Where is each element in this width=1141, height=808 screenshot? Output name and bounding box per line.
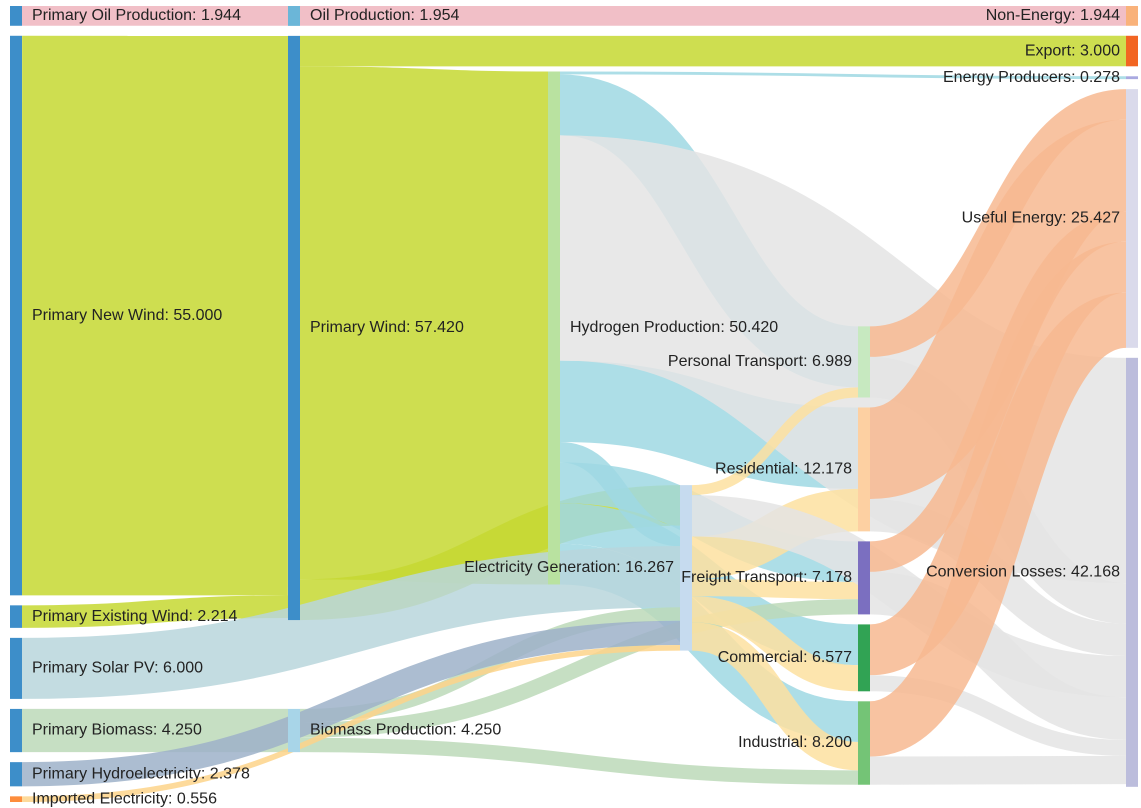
node xyxy=(10,6,22,26)
link xyxy=(869,755,1127,785)
node-label: Useful Energy: 25.427 xyxy=(962,210,1120,227)
node xyxy=(10,637,22,699)
links xyxy=(21,5,1131,803)
node-label: Electricity Generation: 16.267 xyxy=(464,559,674,576)
link xyxy=(691,579,859,600)
node-label: Non-Energy: 1.944 xyxy=(986,7,1120,24)
node-label: Primary Wind: 57.420 xyxy=(310,319,464,336)
nodes xyxy=(10,6,1138,802)
link xyxy=(299,66,549,585)
node-label: Oil Production: 1.954 xyxy=(310,7,460,24)
node xyxy=(680,485,692,651)
link xyxy=(21,644,681,803)
node-label: Imported Electricity: 0.556 xyxy=(32,790,217,807)
link xyxy=(299,737,859,785)
node xyxy=(10,35,22,596)
node xyxy=(858,541,870,615)
node-label: Personal Transport: 6.989 xyxy=(668,353,852,370)
node xyxy=(288,6,300,26)
node xyxy=(1126,35,1138,67)
link xyxy=(866,292,1130,757)
node xyxy=(10,708,22,753)
node xyxy=(1126,6,1138,26)
node-label: Primary Hydroelectricity: 2.378 xyxy=(32,765,250,782)
link xyxy=(691,596,859,692)
node-label: Conversion Losses: 42.168 xyxy=(926,564,1120,581)
node-label: Freight Transport: 7.178 xyxy=(681,569,852,586)
node xyxy=(858,624,870,692)
node-label: Hydrogen Production: 50.420 xyxy=(570,319,778,336)
node xyxy=(288,35,300,621)
node-label: Primary Biomass: 4.250 xyxy=(32,722,202,739)
link xyxy=(559,442,681,547)
node xyxy=(1126,357,1138,787)
node xyxy=(858,701,870,785)
node-label: Primary Existing Wind: 2.214 xyxy=(32,608,238,625)
node-label: Primary Solar PV: 6.000 xyxy=(32,660,203,677)
link xyxy=(21,595,289,628)
node-label: Biomass Production: 4.250 xyxy=(310,722,501,739)
link xyxy=(559,71,1127,80)
node xyxy=(10,762,22,787)
link xyxy=(691,387,859,496)
node-label: Energy Producers: 0.278 xyxy=(943,69,1120,86)
node xyxy=(548,71,560,585)
node-label: Export: 3.000 xyxy=(1025,42,1120,59)
node xyxy=(1126,89,1138,348)
node-label: Commercial: 6.577 xyxy=(718,649,852,666)
node-label: Residential: 12.178 xyxy=(715,461,852,478)
node xyxy=(10,605,22,628)
node xyxy=(858,407,870,532)
node xyxy=(10,796,22,802)
node xyxy=(288,708,300,753)
labels: Primary Oil Production: 1.944 Oil Product… xyxy=(32,7,1120,807)
node-label: Primary Oil Production: 1.944 xyxy=(32,7,241,24)
node-label: Industrial: 8.200 xyxy=(738,734,852,751)
node xyxy=(858,326,870,398)
link xyxy=(865,119,1131,500)
link xyxy=(691,622,859,771)
link xyxy=(21,620,681,787)
node xyxy=(1126,76,1138,80)
node-label: Primary New Wind: 55.000 xyxy=(32,307,222,324)
